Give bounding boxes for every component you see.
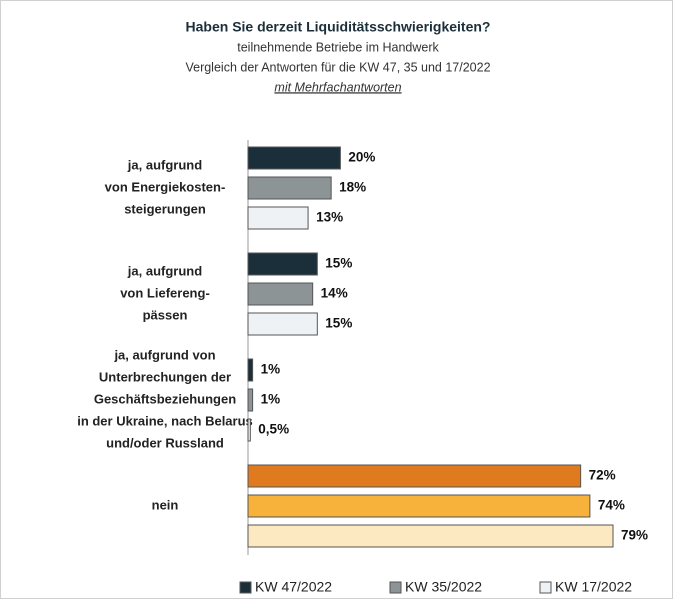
category-label: nein	[152, 497, 179, 512]
category-label: ja, aufgrund	[127, 263, 202, 278]
category-label: von Liefereng-	[120, 285, 210, 300]
value-label: 74%	[598, 498, 625, 513]
category-label: Geschäftsbeziehungen	[94, 391, 236, 406]
legend-label: KW 35/2022	[405, 579, 482, 595]
category-label: ja, aufgrund	[127, 157, 202, 172]
bar	[247, 418, 251, 442]
subtitle: teilnehmende Betriebe im Handwerk	[237, 40, 439, 54]
bar	[247, 524, 614, 548]
legend-swatch	[239, 581, 252, 594]
value-label: 0,5%	[258, 422, 289, 437]
bar	[247, 312, 318, 336]
subtitle: Vergleich der Antworten für die KW 47, 3…	[185, 60, 490, 74]
bar	[247, 464, 582, 488]
bar	[247, 176, 332, 200]
category-label: von Energiekosten-	[105, 179, 226, 194]
bar	[247, 494, 591, 518]
value-label: 15%	[325, 256, 352, 271]
value-label: 13%	[316, 210, 343, 225]
category-label: ja, aufgrund von	[113, 347, 215, 362]
legend-label: KW 17/2022	[555, 579, 632, 595]
legend-label: KW 47/2022	[255, 579, 332, 595]
value-label: 1%	[261, 392, 281, 407]
bar	[247, 388, 254, 412]
bar	[247, 358, 254, 382]
chart-title: Haben Sie derzeit Liquiditätsschwierigke…	[186, 19, 491, 35]
value-label: 72%	[589, 468, 616, 483]
legend-swatch	[389, 581, 402, 594]
note: mit Mehrfachantworten	[274, 80, 401, 94]
value-label: 79%	[621, 528, 648, 543]
bar	[247, 252, 318, 276]
value-label: 20%	[348, 150, 375, 165]
category-label: und/oder Russland	[106, 435, 224, 450]
bar	[247, 282, 314, 306]
value-label: 1%	[261, 362, 281, 377]
bar	[247, 146, 341, 170]
value-label: 14%	[321, 286, 348, 301]
bar	[247, 206, 309, 230]
category-label: Unterbrechungen der	[99, 369, 231, 384]
value-label: 18%	[339, 180, 366, 195]
value-label: 15%	[325, 316, 352, 331]
category-label: steigerungen	[124, 201, 206, 216]
category-label: in der Ukraine, nach Belarus	[77, 413, 253, 428]
legend-swatch	[539, 581, 552, 594]
category-label: pässen	[143, 307, 188, 322]
